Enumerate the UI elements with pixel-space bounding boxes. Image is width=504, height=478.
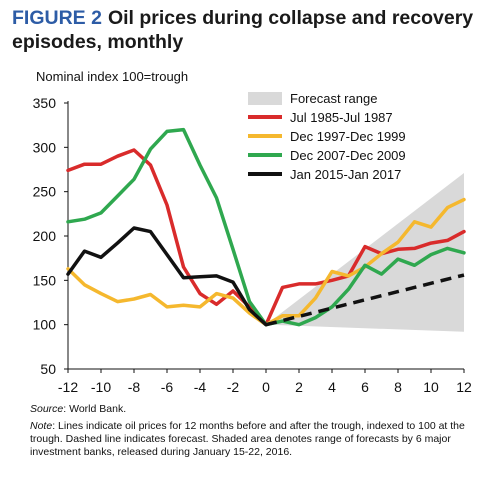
note-text: : Lines indicate oil prices for 12 month… bbox=[30, 420, 465, 458]
x-tick-label: -2 bbox=[227, 379, 240, 395]
y-tick-label: 200 bbox=[33, 228, 57, 244]
x-tick-label: 2 bbox=[295, 379, 303, 395]
forecast-range-area bbox=[266, 173, 464, 332]
legend-label-0: Forecast range bbox=[290, 91, 377, 106]
legend-label-1: Jul 1985-Jul 1987 bbox=[290, 110, 393, 125]
source-label: Source bbox=[30, 403, 64, 415]
figure-title-text: Oil prices during collapse and recovery … bbox=[12, 7, 474, 53]
x-tick-label: 8 bbox=[394, 379, 402, 395]
note-label: Note bbox=[30, 420, 53, 432]
x-tick-label: 12 bbox=[456, 379, 472, 395]
y-tick-label: 100 bbox=[33, 317, 57, 333]
note-paragraph: Note: Lines indicate oil prices for 12 m… bbox=[30, 420, 490, 459]
x-tick-label: -6 bbox=[161, 379, 174, 395]
forecast-dashed-line bbox=[265, 273, 465, 327]
source-line: Source: World Bank. bbox=[30, 403, 126, 415]
y-tick-label: 150 bbox=[33, 272, 57, 288]
y-tick-label: 50 bbox=[40, 361, 56, 377]
y-tick-label: 350 bbox=[33, 95, 57, 111]
x-tick-label: -4 bbox=[194, 379, 207, 395]
figure-title: FIGURE 2 Oil prices during collapse and r… bbox=[12, 6, 482, 54]
source-text: : World Bank. bbox=[63, 403, 127, 415]
x-tick-label: -10 bbox=[91, 379, 111, 395]
y-axis-label: Nominal index 100=trough bbox=[36, 69, 189, 84]
x-tick-label: 4 bbox=[328, 379, 336, 395]
x-tick-label: 6 bbox=[361, 379, 369, 395]
plot-area: 50 100 150 200 250 300 350 -12 -10 -8 -6 -4 -2 0 2 4 6 8 1… bbox=[33, 91, 472, 395]
x-tick-label: 0 bbox=[262, 379, 270, 395]
x-tick-label: -12 bbox=[58, 379, 78, 395]
figure-label: FIGURE 2 bbox=[12, 7, 102, 29]
legend-label-3: Dec 2007-Dec 2009 bbox=[290, 148, 406, 163]
y-tick-label: 300 bbox=[33, 139, 57, 155]
legend-label-2: Dec 1997-Dec 1999 bbox=[290, 129, 406, 144]
x-tick-label: 10 bbox=[423, 379, 439, 395]
series-line-4 bbox=[66, 226, 268, 327]
legend: Forecast range Jul 1985-Jul 1987 Dec 1997-… bbox=[248, 91, 406, 182]
legend-swatch-forecast-range bbox=[248, 92, 282, 105]
y-tick-label: 250 bbox=[33, 184, 57, 200]
legend-label-4: Jan 2015-Jan 2017 bbox=[290, 167, 401, 182]
x-tick-label: -8 bbox=[128, 379, 141, 395]
